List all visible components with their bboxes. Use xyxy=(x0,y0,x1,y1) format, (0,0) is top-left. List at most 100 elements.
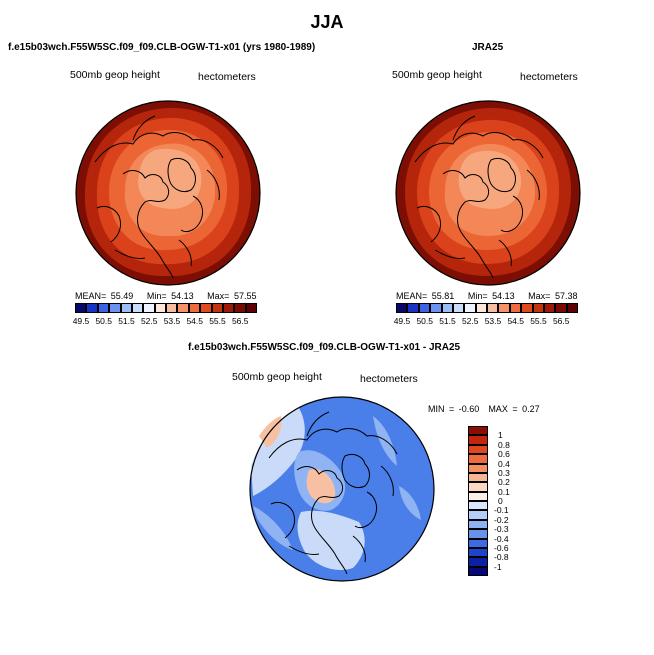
diff-colorbar-swatch xyxy=(468,491,488,501)
model-colorbar-swatch xyxy=(120,303,132,313)
diff-contour-light-east xyxy=(399,486,421,520)
model-colorbar-swatch xyxy=(166,303,178,313)
diff-colorbar-tick-label: -0.6 xyxy=(494,542,509,553)
model-colorbar-swatch xyxy=(177,303,189,313)
model-colorbar xyxy=(75,303,257,313)
model-coastlines xyxy=(94,115,224,279)
diff-contour-light-ne xyxy=(373,416,397,466)
diff-colorbar-tick-label: 0 xyxy=(498,496,503,506)
model-colorbar-tick-label: 56.5 xyxy=(231,316,249,326)
model-mean-value: 55.49 xyxy=(110,291,134,301)
model-colorbar-swatch xyxy=(188,303,201,313)
model-colorbar-tick-label: 53.5 xyxy=(163,316,181,326)
model-colorbar-swatch xyxy=(131,303,144,313)
model-units-label: hectometers xyxy=(198,71,256,83)
obs-colorbar-swatch xyxy=(441,303,453,313)
model-min-label: Min= xyxy=(146,291,167,301)
obs-panel-title: JRA25 xyxy=(472,42,504,53)
diff-contour-warm-center xyxy=(306,469,336,504)
diff-colorbar-tick-label: 0.6 xyxy=(498,449,510,460)
obs-colorbar-swatch xyxy=(487,303,499,313)
model-stats: MEAN= 55.49 Min= 54.13 Max= 57.55 xyxy=(75,291,256,301)
obs-field-label: 500mb geop height xyxy=(392,69,482,81)
obs-colorbar-tick-label: 51.5 xyxy=(439,316,456,326)
obs-colorbar-swatch xyxy=(418,303,431,313)
model-colorbar-tick-label: 54.5 xyxy=(186,316,203,326)
obs-colorbar-swatch xyxy=(566,303,578,313)
diff-colorbar-tick-label: -0.4 xyxy=(494,533,509,544)
diff-max-value: 0.27 xyxy=(522,404,540,414)
obs-mean-label: MEAN= xyxy=(396,291,428,301)
diff-colorbar-swatch xyxy=(468,454,488,464)
diff-colorbar-tick-label: -1 xyxy=(494,561,502,572)
model-colorbar-tick-label: 49.5 xyxy=(72,316,90,326)
diff-contour-pale-south xyxy=(297,510,365,571)
diff-colorbar-swatch xyxy=(468,557,488,567)
diff-units-label: hectometers xyxy=(360,373,418,385)
model-colorbar-swatch xyxy=(245,303,257,313)
model-colorbar-swatch xyxy=(109,303,121,313)
model-colorbar-swatch xyxy=(143,303,155,313)
diff-colorbar-tick-label: 1 xyxy=(498,430,503,441)
obs-colorbar-swatch xyxy=(521,303,533,313)
model-colorbar-swatch xyxy=(86,303,98,313)
diff-colorbar-swatch xyxy=(468,426,488,436)
model-colorbar-tick-label: 50.5 xyxy=(95,316,112,326)
obs-units-label: hectometers xyxy=(520,71,578,83)
obs-coastlines xyxy=(414,115,544,279)
obs-colorbar-tick-label: 52.5 xyxy=(461,316,479,326)
obs-max-label: Max= xyxy=(528,291,551,301)
diff-colorbar-swatch xyxy=(468,529,488,539)
model-colorbar-tick-label: 52.5 xyxy=(140,316,158,326)
model-mean-label: MEAN= xyxy=(75,291,107,301)
obs-colorbar-swatch xyxy=(396,303,408,313)
model-colorbar-tick-label: 55.5 xyxy=(209,316,226,326)
model-colorbar-swatch xyxy=(222,303,235,313)
diff-colorbar-tick-label: 0.4 xyxy=(498,458,510,469)
diff-map-border xyxy=(249,396,435,582)
diff-contour-pale-west xyxy=(251,408,305,496)
obs-colorbar-tick-label: 54.5 xyxy=(507,316,524,326)
model-panel-title: f.e15b03wch.F55W5SC.f09_f09.CLB-OGW-T1-x… xyxy=(8,42,316,53)
obs-map-border xyxy=(395,100,581,286)
diff-colorbar-tick-label: 0.8 xyxy=(498,439,510,450)
obs-contour-band-6 xyxy=(458,150,522,209)
model-min-value: 54.13 xyxy=(171,291,194,301)
diff-colorbar-swatch xyxy=(468,435,488,445)
model-colorbar-swatch xyxy=(234,303,246,313)
obs-colorbar-tick-label: 53.5 xyxy=(484,316,502,326)
obs-min-label: Min= xyxy=(467,291,488,301)
diff-colorbar-tick-label: -0.2 xyxy=(494,514,509,525)
obs-colorbar-tick-label: 49.5 xyxy=(393,316,411,326)
obs-colorbar-ticks: 49.5 50.5 51.5 52.5 53.5 54.5 55.5 56.5 xyxy=(393,316,578,328)
diff-colorbar-tick-label: -0.3 xyxy=(494,524,509,535)
diff-contour-light-sw xyxy=(253,506,293,550)
diff-stats: MIN = -0.60 MAX = 0.27 xyxy=(428,404,540,414)
obs-stats: MEAN= 55.81 Min= 54.13 Max= 57.38 xyxy=(396,291,577,301)
obs-colorbar xyxy=(396,303,578,313)
obs-colorbar-swatch xyxy=(452,303,465,313)
diff-colorbar xyxy=(468,426,488,576)
diff-min-value: -0.60 xyxy=(458,404,480,414)
diff-colorbar-tick-label: -0.1 xyxy=(494,505,509,516)
model-colorbar-swatch xyxy=(75,303,87,313)
diff-min-label: MIN = xyxy=(428,404,455,414)
diff-colorbar-swatch xyxy=(468,501,488,511)
diff-colorbar-swatch xyxy=(468,547,488,558)
diff-coastlines xyxy=(268,411,398,575)
obs-colorbar-swatch xyxy=(509,303,522,313)
obs-colorbar-swatch xyxy=(464,303,476,313)
obs-mean-value: 55.81 xyxy=(431,291,455,301)
obs-colorbar-swatch xyxy=(475,303,487,313)
model-colorbar-swatch xyxy=(154,303,166,313)
model-polar-map xyxy=(75,100,261,286)
model-max-value: 57.55 xyxy=(233,291,257,301)
diff-colorbar-tick-label: 0.3 xyxy=(498,467,510,478)
diff-colorbar-tick-label: 0.1 xyxy=(498,486,510,497)
obs-colorbar-swatch xyxy=(407,303,419,313)
obs-colorbar-tick-label: 55.5 xyxy=(530,316,547,326)
season-title: JJA xyxy=(310,12,344,32)
diff-polar-map xyxy=(249,396,435,582)
diff-colorbar-tick-label: -0.8 xyxy=(494,552,509,563)
obs-colorbar-swatch xyxy=(532,303,544,313)
